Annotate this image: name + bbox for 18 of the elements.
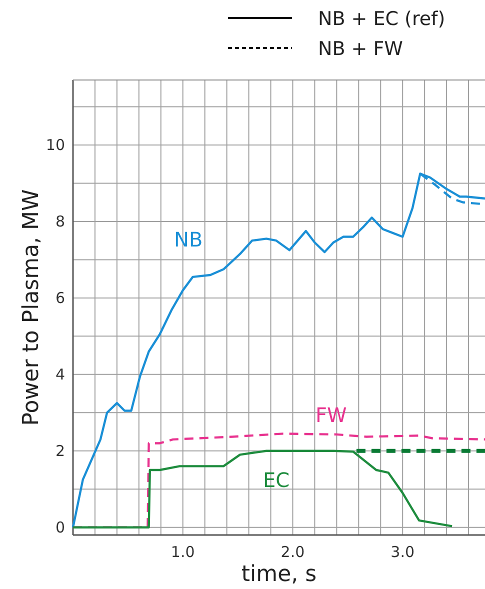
y-tick-label: 2 [55,442,65,460]
line-series [72,450,454,528]
x-tick-label: 3.0 [390,543,415,561]
series-label: NB [174,227,203,252]
y-tick-label: 4 [55,365,65,384]
line-series [72,172,485,528]
x-tick-label: 1.0 [170,543,195,561]
y-tick-label: 0 [55,518,65,536]
series-label: EC [262,468,290,492]
y-tick-label: 6 [55,288,65,307]
text: NB + EC (ref) [318,8,446,30]
series-label: FW [316,403,348,428]
x-tick-label: 2.0 [280,543,305,561]
y-tick-label: 8 [55,212,65,230]
y-tick-label: 10 [46,136,65,154]
x-axis-title: time, s [241,562,317,587]
y-axis-title: Power to Plasma, MW [19,188,44,426]
text: NB + FW [318,38,404,60]
